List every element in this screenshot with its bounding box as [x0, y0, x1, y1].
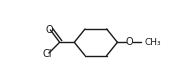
Text: CH₃: CH₃	[144, 38, 161, 47]
Text: Cl: Cl	[43, 49, 52, 59]
Text: O: O	[125, 37, 133, 47]
Text: O: O	[46, 25, 53, 35]
